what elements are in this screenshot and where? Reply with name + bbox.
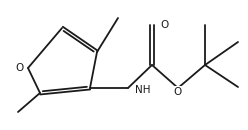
Text: NH: NH [135, 85, 151, 95]
Text: O: O [174, 87, 182, 97]
Text: O: O [16, 63, 24, 73]
Text: O: O [161, 20, 169, 30]
